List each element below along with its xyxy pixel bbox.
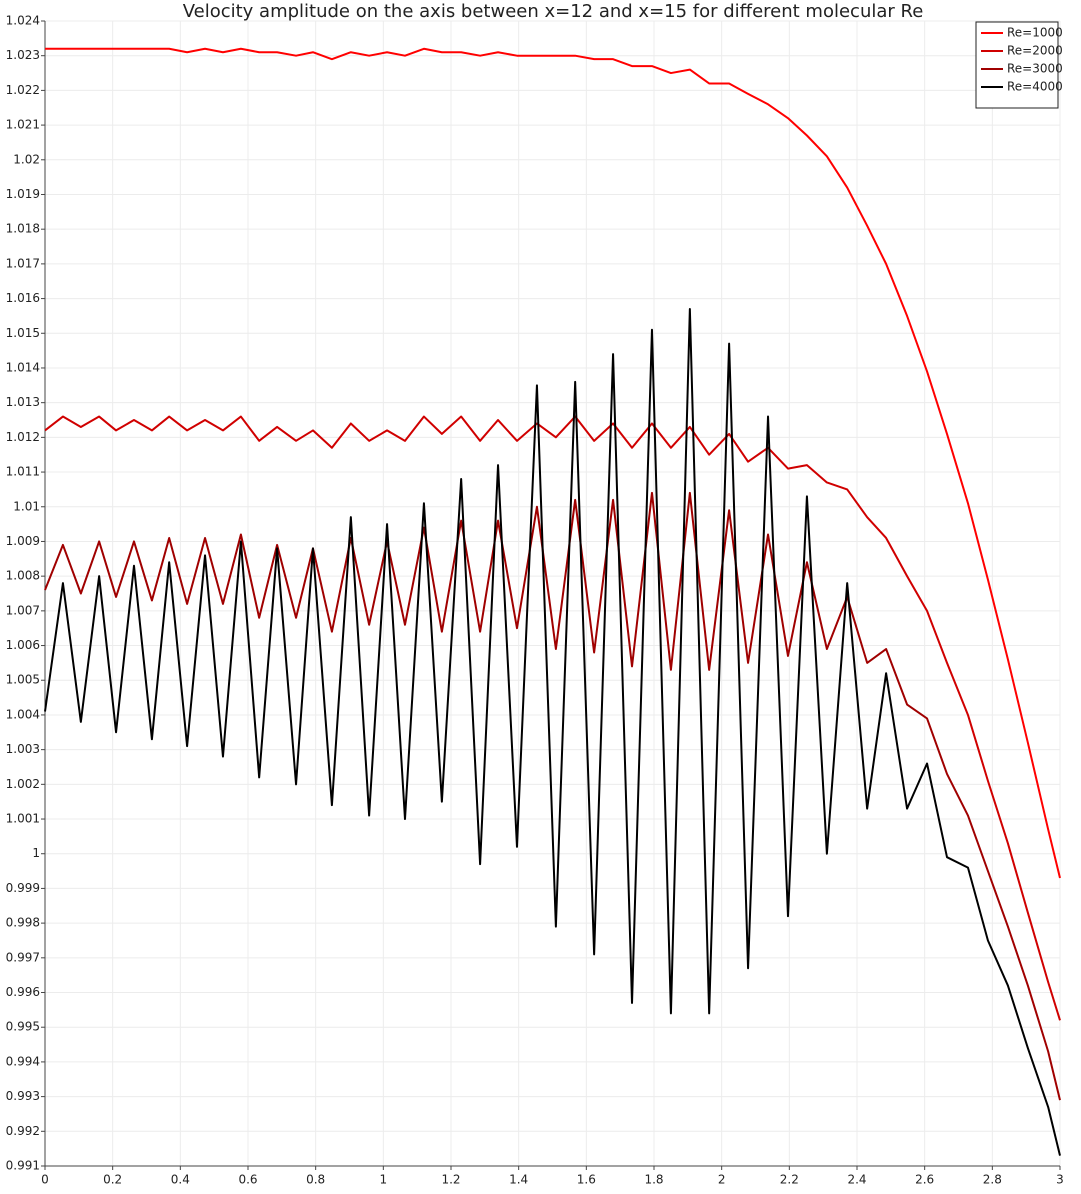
x-tick-label: 0.8 (306, 1173, 325, 1187)
y-tick-label: 0.991 (6, 1159, 40, 1173)
y-tick-label: 1.012 (6, 430, 40, 444)
y-tick-label: 1.014 (6, 360, 40, 374)
y-tick-label: 1.02 (13, 152, 40, 166)
legend-box (975, 21, 1059, 109)
x-tick-label: 1.8 (644, 1173, 663, 1187)
y-tick-label: 0.997 (6, 950, 40, 964)
legend-label: Re=3000 (1007, 62, 1063, 76)
y-tick-label: 1.007 (6, 603, 40, 617)
y-tick-label: 0.998 (6, 916, 40, 930)
x-tick-label: 0.4 (171, 1173, 190, 1187)
y-tick-label: 1.002 (6, 777, 40, 791)
y-tick-label: 1.017 (6, 256, 40, 270)
series-line (44, 307, 1061, 1156)
y-tick-label: 1.018 (6, 222, 40, 236)
y-tick-label: 1.023 (6, 48, 40, 62)
y-tick-label: 1.011 (6, 465, 40, 479)
x-tick-label: 0.2 (103, 1173, 122, 1187)
x-tick-label: 0 (41, 1173, 49, 1187)
y-tick-label: 1.01 (13, 499, 40, 513)
x-tick-label: 2.4 (847, 1173, 866, 1187)
legend-label: Re=4000 (1007, 80, 1063, 94)
x-tick-label: 0.6 (238, 1173, 257, 1187)
x-tick-label: 1.2 (441, 1173, 460, 1187)
y-tick-label: 1.009 (6, 534, 40, 548)
x-tick-label: 2.8 (983, 1173, 1002, 1187)
y-tick-label: 1.006 (6, 638, 40, 652)
x-tick-label: 2.2 (780, 1173, 799, 1187)
y-tick-label: 1.008 (6, 569, 40, 583)
series-line (45, 47, 1061, 879)
y-tick-label: 0.995 (6, 1020, 40, 1034)
y-tick-label: 1.022 (6, 83, 40, 97)
y-tick-label: 0.993 (6, 1089, 40, 1103)
y-tick-label: 0.994 (6, 1054, 40, 1068)
series-line (44, 491, 1061, 1101)
legend-label: Re=1000 (1007, 26, 1063, 40)
legend-label: Re=2000 (1007, 44, 1063, 58)
x-tick-label: 2.6 (915, 1173, 934, 1187)
y-tick-label: 1.003 (6, 742, 40, 756)
y-tick-label: 1.013 (6, 395, 40, 409)
y-tick-label: 0.996 (6, 985, 40, 999)
y-tick-label: 1.019 (6, 187, 40, 201)
y-tick-label: 1 (32, 846, 40, 860)
y-tick-label: 1.004 (6, 707, 40, 721)
x-tick-label: 2 (718, 1173, 726, 1187)
y-tick-label: 1.024 (6, 14, 40, 28)
y-tick-label: 1.015 (6, 326, 40, 340)
y-tick-label: 0.992 (6, 1124, 40, 1138)
chart-title: Velocity amplitude on the axis between x… (183, 1, 924, 22)
x-tick-label: 3 (1056, 1173, 1064, 1187)
x-tick-label: 1.6 (577, 1173, 596, 1187)
y-tick-label: 1.001 (6, 812, 40, 826)
y-tick-label: 1.016 (6, 291, 40, 305)
x-tick-label: 1.4 (509, 1173, 528, 1187)
y-tick-label: 1.005 (6, 673, 40, 687)
series-line (44, 415, 1061, 1021)
y-tick-label: 1.021 (6, 118, 40, 132)
y-tick-label: 0.999 (6, 881, 40, 895)
x-tick-label: 1 (380, 1173, 388, 1187)
